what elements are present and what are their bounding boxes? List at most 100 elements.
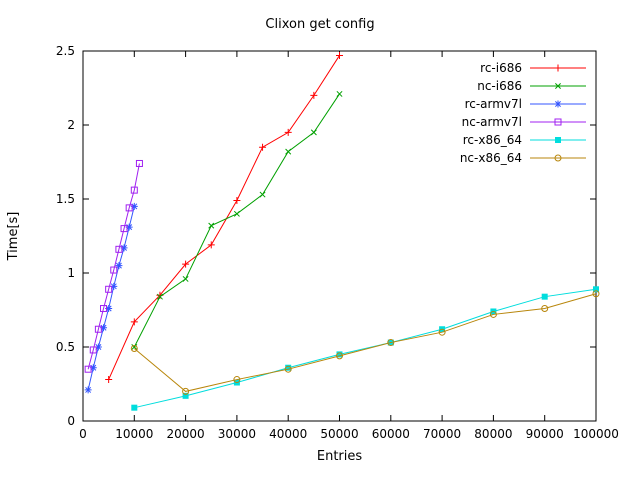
cross-marker bbox=[182, 275, 189, 282]
square-open-marker bbox=[115, 245, 123, 253]
x-tick-label: 100000 bbox=[573, 427, 619, 441]
y-tick-label: 1 bbox=[67, 266, 75, 280]
square-filled-marker bbox=[555, 137, 561, 143]
series-nc-x86_64 bbox=[130, 290, 600, 395]
cross-marker bbox=[310, 129, 317, 136]
legend-entry-rc-i686: rc-i686 bbox=[480, 61, 586, 75]
x-tick-label: 70000 bbox=[423, 427, 461, 441]
legend-entry-rc-x86_64: rc-x86_64 bbox=[463, 133, 586, 147]
asterisk-marker bbox=[125, 223, 133, 231]
legend-entry-nc-i686: nc-i686 bbox=[477, 79, 586, 93]
series-nc-armv7l bbox=[84, 159, 143, 373]
x-tick-label: 10000 bbox=[115, 427, 153, 441]
legend-entry-nc-armv7l: nc-armv7l bbox=[462, 115, 586, 129]
asterisk-marker bbox=[84, 386, 92, 394]
legend-label: rc-armv7l bbox=[465, 97, 522, 111]
cross-marker bbox=[233, 210, 240, 217]
asterisk-marker bbox=[100, 324, 108, 332]
circle-open-marker bbox=[284, 365, 292, 373]
square-open-marker bbox=[94, 325, 102, 333]
y-tick-label: 2.5 bbox=[56, 44, 75, 58]
y-tick-label: 2 bbox=[67, 118, 75, 132]
asterisk-marker bbox=[554, 100, 562, 108]
circle-open-marker bbox=[592, 290, 600, 298]
cross-marker bbox=[285, 148, 292, 155]
square-open-marker bbox=[554, 118, 562, 126]
legend-label: nc-armv7l bbox=[462, 115, 522, 129]
square-open-marker bbox=[100, 305, 108, 313]
cross-marker bbox=[156, 293, 163, 300]
series-line bbox=[134, 288, 597, 409]
asterisk-marker bbox=[115, 262, 123, 270]
series-rc-x86_64 bbox=[131, 286, 599, 411]
square-filled-marker bbox=[131, 404, 138, 411]
asterisk-marker bbox=[105, 305, 113, 313]
series-nc-i686 bbox=[131, 90, 343, 350]
asterisk-marker bbox=[89, 364, 97, 372]
square-open-marker bbox=[84, 365, 92, 373]
series-rc-i686 bbox=[105, 51, 343, 384]
plus-marker bbox=[554, 64, 562, 72]
plus-marker bbox=[310, 91, 318, 99]
circle-open-marker bbox=[182, 387, 190, 395]
square-filled-marker bbox=[285, 364, 292, 371]
legend-label: rc-x86_64 bbox=[463, 133, 522, 147]
circle-open-marker bbox=[130, 344, 138, 352]
x-tick-label: 60000 bbox=[372, 427, 410, 441]
series-line bbox=[133, 93, 340, 348]
cross-marker bbox=[259, 191, 266, 198]
y-tick-label: 0 bbox=[67, 414, 75, 428]
circle-open-marker bbox=[336, 352, 343, 360]
x-tick-label: 80000 bbox=[474, 427, 512, 441]
circle-open-marker bbox=[489, 310, 497, 318]
asterisk-marker bbox=[94, 343, 102, 351]
cross-marker bbox=[208, 222, 215, 229]
series-line bbox=[87, 206, 135, 391]
legend-label: nc-x86_64 bbox=[460, 151, 522, 165]
chart-title: Clixon get config bbox=[265, 17, 375, 32]
plus-marker bbox=[130, 318, 138, 326]
series-line bbox=[133, 293, 597, 392]
series-line bbox=[87, 163, 140, 370]
square-filled-marker bbox=[336, 351, 343, 358]
square-open-marker bbox=[89, 346, 97, 354]
plus-marker bbox=[336, 51, 343, 59]
x-tick-label: 0 bbox=[79, 427, 87, 441]
circle-open-marker bbox=[387, 339, 395, 347]
legend-entry-nc-x86_64: nc-x86_64 bbox=[460, 151, 586, 165]
square-open-marker bbox=[135, 159, 143, 167]
cross-marker bbox=[555, 83, 561, 89]
square-open-marker bbox=[110, 266, 118, 274]
plus-marker bbox=[207, 241, 215, 249]
square-open-marker bbox=[130, 186, 138, 194]
square-open-marker bbox=[105, 285, 113, 293]
plus-marker bbox=[284, 128, 292, 136]
y-tick-label: 1.5 bbox=[56, 192, 75, 206]
square-open-marker bbox=[120, 225, 128, 233]
x-tick-label: 50000 bbox=[320, 427, 358, 441]
asterisk-marker bbox=[130, 202, 138, 210]
circle-open-marker bbox=[554, 154, 562, 162]
series-line bbox=[108, 55, 340, 380]
series-rc-armv7l bbox=[84, 202, 138, 394]
legend-entry-rc-armv7l: rc-armv7l bbox=[465, 97, 586, 111]
x-tick-label: 40000 bbox=[269, 427, 307, 441]
x-tick-label: 20000 bbox=[167, 427, 205, 441]
x-tick-label: 90000 bbox=[526, 427, 564, 441]
y-tick-label: 0.5 bbox=[56, 340, 75, 354]
plus-marker bbox=[259, 143, 267, 151]
square-filled-marker bbox=[593, 286, 599, 293]
legend-label: nc-i686 bbox=[477, 79, 522, 93]
asterisk-marker bbox=[120, 244, 128, 252]
legend-label: rc-i686 bbox=[480, 61, 522, 75]
cross-marker bbox=[336, 90, 343, 97]
x-tick-label: 30000 bbox=[218, 427, 256, 441]
circle-open-marker bbox=[438, 328, 446, 336]
plus-marker bbox=[182, 260, 190, 268]
square-filled-marker bbox=[541, 293, 548, 300]
circle-open-marker bbox=[541, 305, 549, 313]
asterisk-marker bbox=[110, 282, 118, 290]
x-axis-label: Entries bbox=[316, 449, 363, 464]
cross-marker bbox=[131, 344, 138, 350]
